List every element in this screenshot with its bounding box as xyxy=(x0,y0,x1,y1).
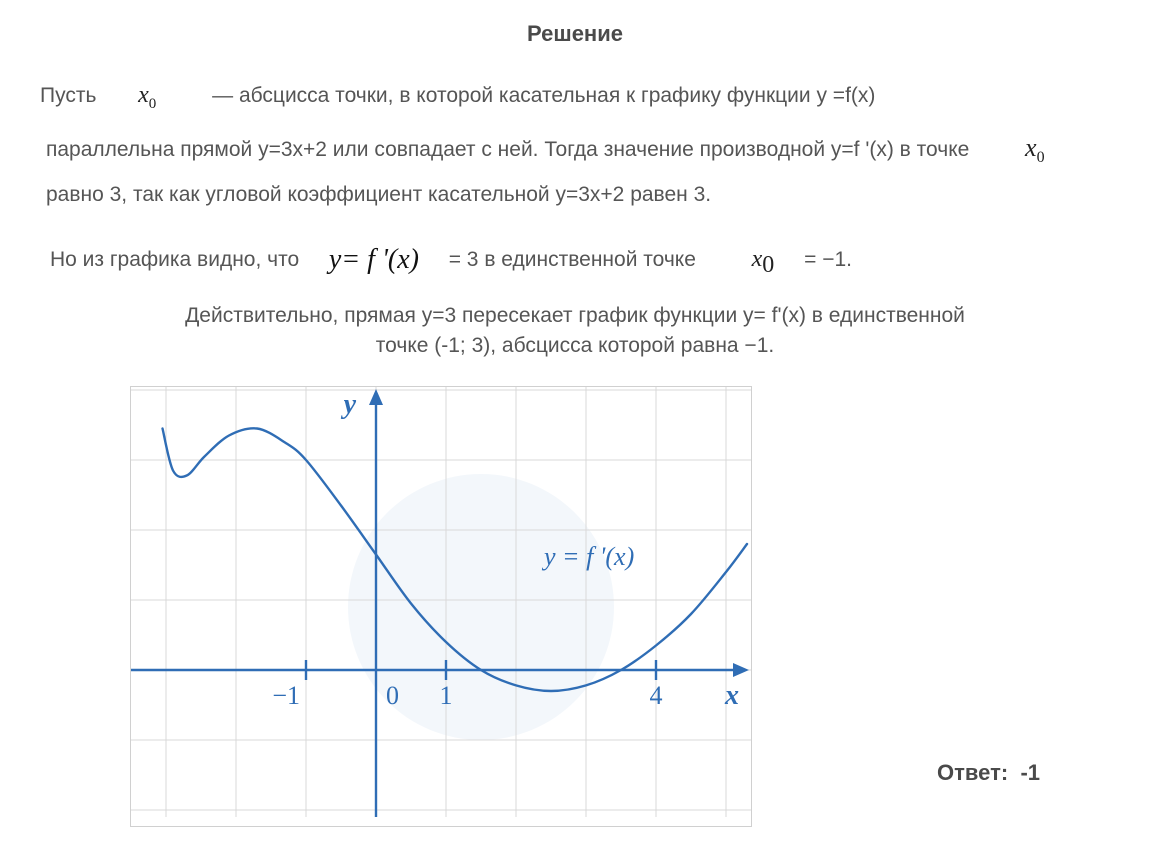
math-yfpx: y= f '(x) xyxy=(329,240,419,281)
text: — абсцисса точки, в которой касательная … xyxy=(212,84,875,107)
paragraph-4: Но из графика видно, что y= f '(x) = 3 в… xyxy=(50,240,1110,282)
text: Действительно, прямая y=3 пересекает гра… xyxy=(135,301,1015,331)
svg-text:1: 1 xyxy=(440,681,453,710)
text: Пусть xyxy=(40,84,96,107)
svg-text:y = f '(x): y = f '(x) xyxy=(541,542,634,571)
answer-value: -1 xyxy=(1020,760,1040,785)
page-title: Решение xyxy=(40,18,1110,50)
paragraph-5: Действительно, прямая y=3 пересекает гра… xyxy=(135,301,1015,362)
math-x0: x0 xyxy=(138,82,162,108)
math-x0: x0 xyxy=(1025,133,1045,162)
chart-container: −1 0 1 4 y x y = f '(x) xyxy=(130,386,752,827)
svg-text:4: 4 xyxy=(650,681,663,710)
math-x0: x0 xyxy=(752,246,781,272)
page: Решение Пусть x0 — абсцисса точки, в кот… xyxy=(0,0,1150,864)
text: Но из графика видно, что xyxy=(50,248,299,271)
text: = −1. xyxy=(804,248,852,271)
paragraph-3: равно 3, так как угловой коэффициент кас… xyxy=(46,180,1110,210)
answer: Ответ: -1 xyxy=(937,757,1040,789)
svg-text:x: x xyxy=(724,680,739,711)
text: параллельна прямой y=3x+2 или совпадает … xyxy=(46,138,969,161)
text: точке (-1; 3), абсцисса которой равна −1… xyxy=(135,331,1015,361)
paragraph-1: Пусть x0 — абсцисса точки, в которой кас… xyxy=(40,78,1110,116)
paragraph-2: параллельна прямой y=3x+2 или совпадает … xyxy=(46,129,1110,169)
svg-text:0: 0 xyxy=(386,681,399,710)
answer-label: Ответ: xyxy=(937,760,1008,785)
svg-text:y: y xyxy=(341,389,357,420)
text: = 3 в единственной точке xyxy=(449,248,696,271)
svg-text:−1: −1 xyxy=(272,681,300,710)
derivative-chart: −1 0 1 4 y x y = f '(x) xyxy=(131,387,751,817)
text: равно 3, так как угловой коэффициент кас… xyxy=(46,183,711,206)
